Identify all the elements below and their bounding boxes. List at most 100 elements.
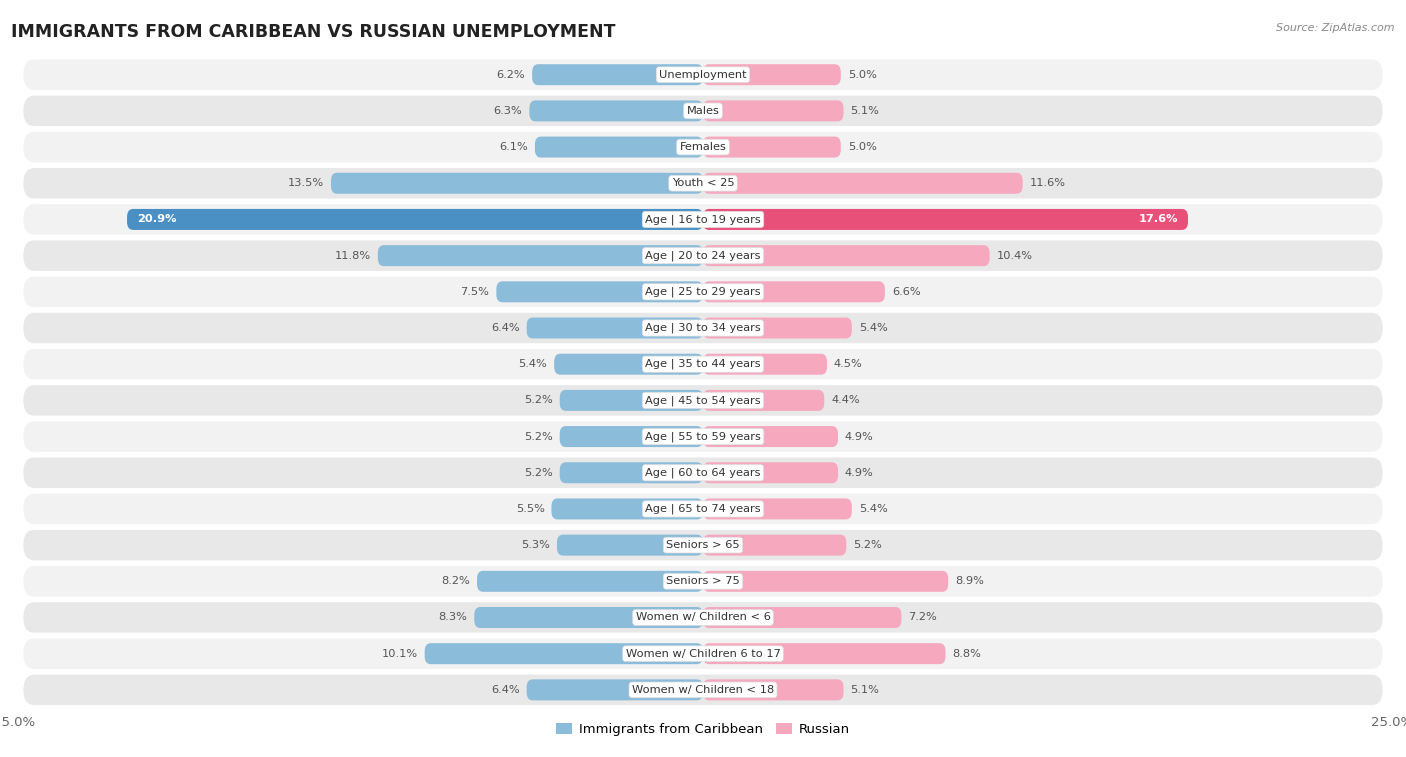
FancyBboxPatch shape xyxy=(527,317,703,338)
Text: Age | 65 to 74 years: Age | 65 to 74 years xyxy=(645,503,761,514)
FancyBboxPatch shape xyxy=(703,136,841,157)
Text: 11.8%: 11.8% xyxy=(335,251,371,260)
Text: 4.5%: 4.5% xyxy=(834,359,863,369)
FancyBboxPatch shape xyxy=(22,203,1384,235)
FancyBboxPatch shape xyxy=(703,282,884,302)
FancyBboxPatch shape xyxy=(703,209,1188,230)
FancyBboxPatch shape xyxy=(22,601,1384,634)
FancyBboxPatch shape xyxy=(22,276,1384,308)
Text: Females: Females xyxy=(679,142,727,152)
Text: 10.1%: 10.1% xyxy=(381,649,418,659)
Text: 6.1%: 6.1% xyxy=(499,142,529,152)
FancyBboxPatch shape xyxy=(22,529,1384,562)
FancyBboxPatch shape xyxy=(703,679,844,700)
Text: Women w/ Children < 18: Women w/ Children < 18 xyxy=(631,685,775,695)
Text: 5.4%: 5.4% xyxy=(859,323,887,333)
Text: 5.1%: 5.1% xyxy=(851,106,879,116)
FancyBboxPatch shape xyxy=(554,354,703,375)
FancyBboxPatch shape xyxy=(703,245,990,266)
Text: Seniors > 65: Seniors > 65 xyxy=(666,540,740,550)
FancyBboxPatch shape xyxy=(22,493,1384,525)
Text: 5.2%: 5.2% xyxy=(524,431,553,441)
FancyBboxPatch shape xyxy=(531,64,703,86)
Text: 8.2%: 8.2% xyxy=(441,576,470,587)
FancyBboxPatch shape xyxy=(703,101,844,121)
Text: 13.5%: 13.5% xyxy=(288,178,323,188)
Text: 5.4%: 5.4% xyxy=(859,504,887,514)
FancyBboxPatch shape xyxy=(127,209,703,230)
Text: Age | 35 to 44 years: Age | 35 to 44 years xyxy=(645,359,761,369)
FancyBboxPatch shape xyxy=(496,282,703,302)
FancyBboxPatch shape xyxy=(22,384,1384,416)
Text: 11.6%: 11.6% xyxy=(1029,178,1066,188)
FancyBboxPatch shape xyxy=(22,131,1384,164)
Text: 4.9%: 4.9% xyxy=(845,431,873,441)
Text: 6.2%: 6.2% xyxy=(496,70,526,79)
Text: 7.2%: 7.2% xyxy=(908,612,936,622)
Text: Seniors > 75: Seniors > 75 xyxy=(666,576,740,587)
FancyBboxPatch shape xyxy=(703,173,1022,194)
FancyBboxPatch shape xyxy=(703,607,901,628)
Text: Age | 20 to 24 years: Age | 20 to 24 years xyxy=(645,251,761,261)
FancyBboxPatch shape xyxy=(560,390,703,411)
Text: Age | 55 to 59 years: Age | 55 to 59 years xyxy=(645,431,761,442)
Text: 8.9%: 8.9% xyxy=(955,576,984,587)
Text: Age | 30 to 34 years: Age | 30 to 34 years xyxy=(645,322,761,333)
FancyBboxPatch shape xyxy=(22,58,1384,91)
FancyBboxPatch shape xyxy=(560,426,703,447)
Text: 5.4%: 5.4% xyxy=(519,359,547,369)
FancyBboxPatch shape xyxy=(22,565,1384,597)
Text: 7.5%: 7.5% xyxy=(461,287,489,297)
Text: 6.3%: 6.3% xyxy=(494,106,523,116)
Text: 5.2%: 5.2% xyxy=(524,468,553,478)
Text: Age | 25 to 29 years: Age | 25 to 29 years xyxy=(645,287,761,297)
Text: 17.6%: 17.6% xyxy=(1139,214,1178,224)
Text: 5.0%: 5.0% xyxy=(848,142,876,152)
Text: Age | 60 to 64 years: Age | 60 to 64 years xyxy=(645,468,761,478)
Text: 5.2%: 5.2% xyxy=(853,540,882,550)
FancyBboxPatch shape xyxy=(703,571,948,592)
FancyBboxPatch shape xyxy=(703,643,945,664)
Text: 4.9%: 4.9% xyxy=(845,468,873,478)
FancyBboxPatch shape xyxy=(474,607,703,628)
FancyBboxPatch shape xyxy=(703,354,827,375)
Text: Age | 16 to 19 years: Age | 16 to 19 years xyxy=(645,214,761,225)
FancyBboxPatch shape xyxy=(703,64,841,86)
FancyBboxPatch shape xyxy=(527,679,703,700)
Text: 4.4%: 4.4% xyxy=(831,395,859,406)
Text: Women w/ Children 6 to 17: Women w/ Children 6 to 17 xyxy=(626,649,780,659)
FancyBboxPatch shape xyxy=(22,239,1384,272)
FancyBboxPatch shape xyxy=(22,167,1384,200)
Text: 5.5%: 5.5% xyxy=(516,504,544,514)
FancyBboxPatch shape xyxy=(22,674,1384,706)
Text: 8.8%: 8.8% xyxy=(952,649,981,659)
FancyBboxPatch shape xyxy=(703,390,824,411)
Text: 6.6%: 6.6% xyxy=(891,287,921,297)
FancyBboxPatch shape xyxy=(330,173,703,194)
FancyBboxPatch shape xyxy=(530,101,703,121)
Text: 5.0%: 5.0% xyxy=(848,70,876,79)
Text: 20.9%: 20.9% xyxy=(136,214,176,224)
FancyBboxPatch shape xyxy=(22,95,1384,127)
FancyBboxPatch shape xyxy=(22,456,1384,489)
Text: 6.4%: 6.4% xyxy=(491,323,520,333)
Text: 5.2%: 5.2% xyxy=(524,395,553,406)
FancyBboxPatch shape xyxy=(22,312,1384,344)
FancyBboxPatch shape xyxy=(703,498,852,519)
Text: Youth < 25: Youth < 25 xyxy=(672,178,734,188)
FancyBboxPatch shape xyxy=(703,426,838,447)
FancyBboxPatch shape xyxy=(560,463,703,483)
FancyBboxPatch shape xyxy=(425,643,703,664)
FancyBboxPatch shape xyxy=(22,637,1384,670)
FancyBboxPatch shape xyxy=(551,498,703,519)
Legend: Immigrants from Caribbean, Russian: Immigrants from Caribbean, Russian xyxy=(551,718,855,741)
Text: Women w/ Children < 6: Women w/ Children < 6 xyxy=(636,612,770,622)
FancyBboxPatch shape xyxy=(22,420,1384,453)
Text: 8.3%: 8.3% xyxy=(439,612,467,622)
Text: 10.4%: 10.4% xyxy=(997,251,1032,260)
FancyBboxPatch shape xyxy=(534,136,703,157)
Text: 6.4%: 6.4% xyxy=(491,685,520,695)
FancyBboxPatch shape xyxy=(703,463,838,483)
FancyBboxPatch shape xyxy=(22,348,1384,381)
Text: 5.1%: 5.1% xyxy=(851,685,879,695)
